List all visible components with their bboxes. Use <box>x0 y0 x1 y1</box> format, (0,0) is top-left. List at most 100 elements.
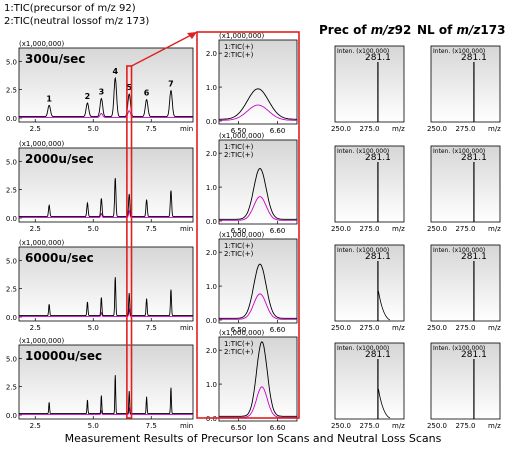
zoom-panel-frame <box>218 238 298 324</box>
prec-spectrum-frame <box>334 45 405 123</box>
zoom-panel-frame <box>218 336 298 422</box>
zoom-y-tick-label: 0.0 <box>206 118 217 126</box>
peak-number-label: 4 <box>112 67 118 76</box>
nl-spectrum-ylabel: Inten. (x100,000) <box>433 345 485 352</box>
nl-spectrum-x-axis-label: m/z <box>488 422 501 430</box>
prec-spectrum-peak-label: 281.1 <box>365 53 391 63</box>
full-x-axis-label: min <box>180 225 193 233</box>
prec-header: Prec of m/z92 <box>319 23 411 37</box>
nl-spectrum-frame <box>430 45 501 123</box>
zoom-y-tick-label: 2.0 <box>206 347 217 355</box>
zoom-panel-frame <box>218 39 298 125</box>
prec-spectrum-x-tick-label: 275.0 <box>359 422 379 430</box>
zoom-panel: (x1,000,000) 0.0 1.0 2.0 6.50 6.60 1:TIC(+)2:T… <box>206 329 298 432</box>
nl-spectrum-x-tick-label: 250.0 <box>427 422 447 430</box>
nl-spectrum-frame <box>430 145 501 223</box>
zoom-y-multiplier: (x1,000,000) <box>219 132 264 140</box>
zoom-series-1-trace <box>219 340 297 417</box>
full-x-tick-label: 5.0 <box>88 225 99 233</box>
nl-spectrum-panel: Inten. (x100,000) 250.0 275.0 m/z 281.1 <box>427 45 501 133</box>
prec-spectrum-panel: Inten. (x100,000) 250.0 275.0 m/z 281.1 <box>331 45 405 133</box>
nl-spectrum-peak-label: 281.1 <box>461 53 487 63</box>
highlight-connector <box>131 31 198 67</box>
prec-spectrum-x-axis-label: m/z <box>392 125 405 133</box>
nl-spectrum-peak-label: 281.1 <box>461 350 487 360</box>
peak-number-label: 3 <box>99 88 105 97</box>
zoom-legend-2: 2:TIC(+) <box>224 348 254 356</box>
peak-number-label: 1 <box>46 94 52 103</box>
zoom-y-tick-label: 1.0 <box>206 184 217 192</box>
legend-item-2: 2:TIC(neutral lossof m/z 173) <box>4 16 149 27</box>
zoom-panel: (x1,000,000) 0.0 1.0 2.0 6.50 6.60 1:TIC(+)2:T… <box>206 32 298 135</box>
prec-spectrum-tail <box>378 388 391 419</box>
prec-spectrum-x-tick-label: 250.0 <box>331 324 351 332</box>
nl-spectrum-x-axis-label: m/z <box>488 125 501 133</box>
full-x-tick-label: 2.5 <box>30 324 41 332</box>
full-panel: (x1,000,000) 0.0 2.5 5.0 2.5 5.0 7.5 min 6000u/s… <box>6 239 194 332</box>
nl-spectrum-ylabel: Inten. (x100,000) <box>433 247 485 254</box>
prec-spectrum-panel: Inten. (x100,000) 250.0 275.0 m/z 281.1 <box>331 244 405 332</box>
prec-spectrum-x-tick-label: 275.0 <box>359 324 379 332</box>
zoom-y-tick-label: 1.0 <box>206 84 217 92</box>
zoom-x-tick-label: 6.50 <box>231 227 247 235</box>
zoom-y-tick-label: 2.0 <box>206 50 217 58</box>
zoom-series-1-trace <box>219 88 297 120</box>
full-x-tick-label: 2.5 <box>30 125 41 133</box>
full-y-tick-label: 0.0 <box>6 412 17 420</box>
zoom-legend-1: 1:TIC(+) <box>224 43 254 51</box>
scan-speed-label: 300u/sec <box>25 52 85 66</box>
highlight-column-box <box>126 65 133 419</box>
series-1-trace <box>19 178 193 218</box>
prec-spectrum-frame <box>334 244 405 322</box>
zoom-series-1-trace <box>219 263 297 319</box>
nl-spectrum-x-tick-label: 250.0 <box>427 225 447 233</box>
zoom-panel: (x1,000,000) 0.0 1.0 2.0 6.50 6.60 1:TIC(+)2:T… <box>206 132 298 235</box>
prec-spectrum-x-axis-label: m/z <box>392 225 405 233</box>
prec-spectrum-x-tick-label: 275.0 <box>359 225 379 233</box>
nl-spectrum-x-tick-label: 275.0 <box>455 324 475 332</box>
series-1-trace <box>19 277 193 317</box>
zoom-panel-frame <box>218 139 298 225</box>
nl-spectrum-x-axis-label: m/z <box>488 225 501 233</box>
prec-spectrum-x-tick-label: 275.0 <box>359 125 379 133</box>
zoom-y-tick-label: 2.0 <box>206 249 217 257</box>
full-x-tick-label: 7.5 <box>146 225 157 233</box>
nl-spectrum-panel: Inten. (x100,000) 250.0 275.0 m/z 281.1 <box>427 244 501 332</box>
zoom-series-2-trace <box>219 293 297 320</box>
full-y-multiplier: (x1,000,000) <box>19 337 64 345</box>
zoom-y-multiplier: (x1,000,000) <box>219 329 264 337</box>
nl-spectrum-frame <box>430 342 501 420</box>
full-panel: (x1,000,000) 0.0 2.5 5.0 2.5 5.0 7.5 min 2000u/s… <box>6 140 194 233</box>
full-panel-frame <box>18 344 194 420</box>
nl-spectrum-peak-label: 281.1 <box>461 153 487 163</box>
peak-number-label: 7 <box>168 80 174 89</box>
zoom-y-tick-label: 0.0 <box>206 415 217 423</box>
scan-speed-label: 2000u/sec <box>25 152 94 166</box>
prec-spectrum-panel: Inten. (x100,000) 250.0 275.0 m/z 281.1 <box>331 145 405 233</box>
prec-spectrum-x-axis-label: m/z <box>392 422 405 430</box>
nl-spectrum-x-tick-label: 250.0 <box>427 324 447 332</box>
full-y-multiplier: (x1,000,000) <box>19 40 64 48</box>
zoom-legend-2: 2:TIC(+) <box>224 51 254 59</box>
series-1-trace <box>19 375 193 415</box>
nl-spectrum-panel: Inten. (x100,000) 250.0 275.0 m/z 281.1 <box>427 342 501 430</box>
prec-spectrum-peak-label: 281.1 <box>365 153 391 163</box>
full-y-tick-label: 0.0 <box>6 115 17 123</box>
prec-spectrum-ylabel: Inten. (x100,000) <box>337 247 389 254</box>
nl-spectrum-frame <box>430 244 501 322</box>
panels: (x1,000,000)0.02.55.02.5 5.0 7.5 min300u/se… <box>6 31 501 432</box>
full-y-tick-label: 2.5 <box>6 87 17 95</box>
highlight-zoom-box <box>196 31 300 419</box>
prec-spectrum-ylabel: Inten. (x100,000) <box>337 345 389 352</box>
nl-spectrum-x-tick-label: 250.0 <box>427 125 447 133</box>
full-y-multiplier: (x1,000,000) <box>19 239 64 247</box>
series-2-trace <box>19 209 193 218</box>
prec-spectrum-ylabel: Inten. (x100,000) <box>337 48 389 55</box>
series-2-trace <box>19 307 193 317</box>
zoom-x-tick-label: 6.60 <box>270 326 286 334</box>
nl-spectrum-ylabel: Inten. (x100,000) <box>433 48 485 55</box>
prec-spectrum-tail <box>378 290 391 321</box>
zoom-x-tick-label: 6.50 <box>231 326 247 334</box>
full-x-tick-label: 5.0 <box>88 422 99 430</box>
full-y-tick-label: 2.5 <box>6 384 17 392</box>
